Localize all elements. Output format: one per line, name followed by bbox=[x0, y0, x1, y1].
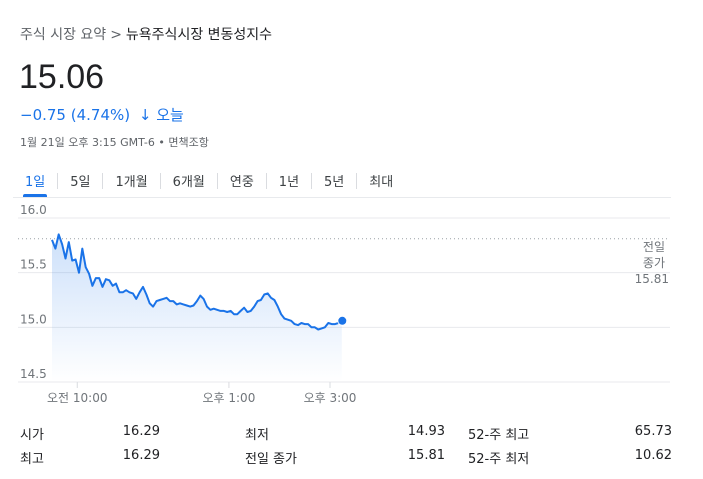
previous-close-label: 종가 bbox=[643, 256, 665, 270]
tab-range-4[interactable]: 6개월 bbox=[172, 175, 205, 190]
stat-label: 52-주 최고 bbox=[468, 428, 530, 443]
price-change-row: −0.75 (4.74%) ↓ 오늘 bbox=[20, 104, 184, 125]
stat-label: 최고 bbox=[20, 452, 44, 467]
tab-separator bbox=[57, 173, 59, 189]
tab-range-2[interactable]: 5일 bbox=[70, 175, 91, 190]
tab-separator bbox=[311, 173, 313, 189]
y-tick-label: 14.5 bbox=[20, 367, 47, 381]
stat-value: 65.73 bbox=[634, 424, 672, 439]
tab-separator bbox=[159, 173, 161, 189]
y-tick-label: 15.5 bbox=[20, 258, 47, 272]
stat-value: 14.93 bbox=[407, 424, 445, 439]
stat-label: 시가 bbox=[20, 428, 44, 443]
tab-range-3[interactable]: 1개월 bbox=[115, 175, 148, 190]
tab-separator bbox=[356, 173, 358, 189]
tabs-divider bbox=[13, 197, 671, 198]
price-area bbox=[52, 234, 342, 382]
tab-range-6[interactable]: 1년 bbox=[278, 175, 300, 190]
tab-range-5[interactable]: 연중 bbox=[229, 175, 254, 190]
breadcrumb: 주식 시장 요약 > 뉴욕주식시장 변동성지수 bbox=[20, 24, 272, 44]
arrow-down-icon: ↓ bbox=[138, 106, 152, 124]
tab-range-8[interactable]: 최대 bbox=[369, 175, 394, 190]
previous-close-label: 전일 bbox=[643, 240, 665, 254]
price-chart[interactable]: 16.0 15.5 15.0 14.5오전 10:00 오후 1:00 오후 3:00 전일… bbox=[0, 200, 703, 422]
stat-value: 16.29 bbox=[122, 424, 160, 439]
tab-range-7[interactable]: 5년 bbox=[324, 175, 345, 190]
stats-row: 최고 16.29 전일 종가 15.81 52-주 최저 10.62 bbox=[20, 448, 680, 472]
y-tick-label: 15.0 bbox=[20, 312, 47, 326]
tab-separator bbox=[216, 173, 218, 189]
price-line bbox=[51, 233, 343, 331]
tab-separator bbox=[265, 173, 267, 189]
disclaimer-link[interactable]: 면책조항 bbox=[168, 136, 209, 149]
breadcrumb-parent-link[interactable]: 주식 시장 요약 bbox=[20, 27, 107, 43]
stat-value: 10.62 bbox=[634, 448, 672, 463]
y-tick-label: 16.0 bbox=[20, 203, 47, 217]
tab-range-1[interactable]: 1일 bbox=[13, 165, 57, 197]
breadcrumb-separator: > bbox=[110, 27, 122, 43]
x-tick-label: 오후 3:00 bbox=[304, 391, 357, 405]
timestamp: 1월 21일 오후 3:15 GMT-6 • bbox=[20, 136, 165, 149]
previous-close-value: 15.81 bbox=[635, 272, 669, 286]
last-price-dot bbox=[337, 315, 348, 326]
stats-row: 시가 16.29 최저 14.93 52-주 최고 65.73 bbox=[20, 424, 680, 448]
range-tabs: 1일 5일 1개월 6개월 연중 1년 5년 최대 bbox=[13, 165, 405, 197]
stat-value: 15.81 bbox=[407, 448, 445, 463]
change-period: 오늘 bbox=[156, 106, 184, 124]
stat-value: 16.29 bbox=[122, 448, 160, 463]
x-tick-label: 오후 1:00 bbox=[202, 391, 255, 405]
breadcrumb-current: 뉴욕주식시장 변동성지수 bbox=[125, 27, 273, 43]
stat-label: 최저 bbox=[245, 428, 269, 443]
timestamp-row: 1월 21일 오후 3:15 GMT-6 • 면책조항 bbox=[20, 134, 209, 150]
stats-table: 시가 16.29 최저 14.93 52-주 최고 65.73 최고 16.29 전일 종가 15… bbox=[20, 424, 680, 472]
price-change: −0.75 (4.74%) bbox=[20, 106, 131, 124]
stat-label: 52-주 최저 bbox=[468, 452, 530, 467]
tab-separator bbox=[102, 173, 104, 189]
stat-label: 전일 종가 bbox=[245, 452, 297, 467]
x-tick-label: 오전 10:00 bbox=[47, 391, 107, 405]
current-price: 15.06 bbox=[19, 58, 105, 96]
